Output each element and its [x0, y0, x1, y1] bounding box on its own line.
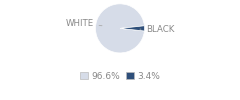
Legend: 96.6%, 3.4%: 96.6%, 3.4%: [76, 68, 164, 84]
Wedge shape: [96, 4, 144, 53]
Text: BLACK: BLACK: [140, 25, 175, 34]
Text: WHITE: WHITE: [65, 20, 102, 28]
Wedge shape: [120, 26, 144, 31]
